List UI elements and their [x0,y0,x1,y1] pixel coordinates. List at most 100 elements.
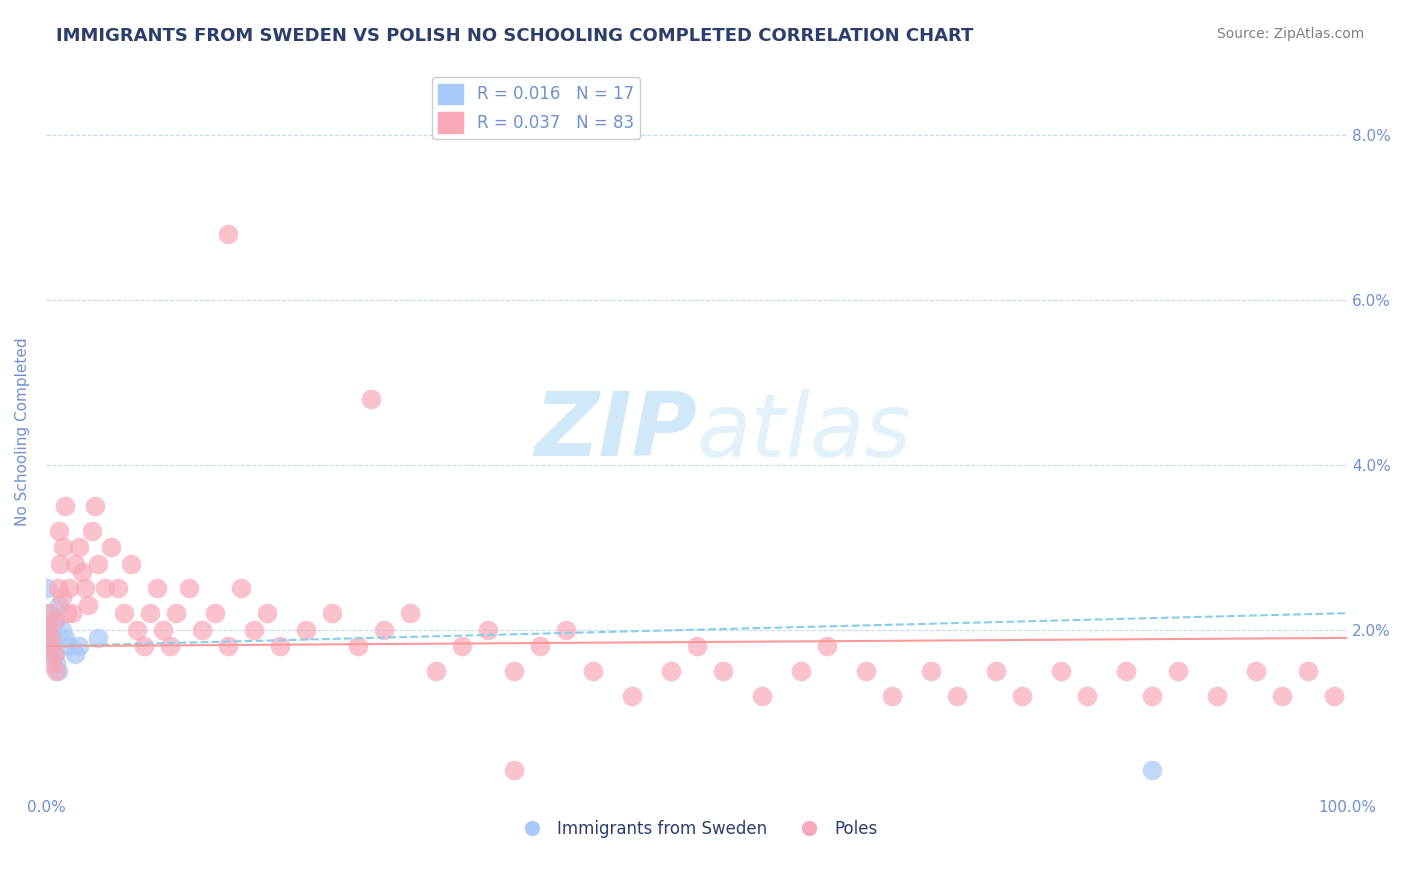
Point [132,639,155,653]
Point [581,664,603,678]
Point [1167,664,1189,678]
Point [555,623,578,637]
Point [751,689,773,703]
Point [1323,689,1346,703]
Point [44,615,66,629]
Point [399,606,422,620]
Point [46,664,69,678]
Y-axis label: No Schooling Completed: No Schooling Completed [15,337,30,526]
Point [120,557,142,571]
Point [321,606,343,620]
Point [55,631,77,645]
Point [107,582,129,596]
Point [269,639,291,653]
Point [87,557,110,571]
Point [63,557,86,571]
Point [984,664,1007,678]
Point [159,639,181,653]
Point [503,763,526,777]
Point [45,664,67,678]
Point [360,392,382,406]
Point [620,689,643,703]
Point [711,664,734,678]
Point [529,639,551,653]
Point [38,606,60,620]
Point [37,623,59,637]
Point [38,631,60,645]
Point [58,639,80,653]
Point [72,565,94,579]
Point [39,631,62,645]
Point [855,664,877,678]
Point [112,606,135,620]
Point [48,598,70,612]
Point [41,639,63,653]
Point [38,639,60,653]
Point [100,540,122,554]
Point [373,623,395,637]
Point [1076,689,1098,703]
Point [87,631,110,645]
Point [139,606,162,620]
Point [76,598,98,612]
Point [125,623,148,637]
Point [63,648,86,662]
Point [46,582,69,596]
Point [41,656,63,670]
Point [217,639,239,653]
Point [39,623,62,637]
Point [67,639,90,653]
Point [920,664,942,678]
Point [1206,689,1229,703]
Point [659,664,682,678]
Point [44,648,66,662]
Point [58,582,80,596]
Point [93,582,115,596]
Point [1115,664,1137,678]
Point [45,656,67,670]
Point [84,499,107,513]
Point [347,639,370,653]
Point [165,606,187,620]
Point [51,590,73,604]
Point [815,639,838,653]
Point [42,648,65,662]
Point [1244,664,1267,678]
Point [56,606,79,620]
Point [685,639,707,653]
Point [256,606,278,620]
Point [60,606,83,620]
Point [243,623,266,637]
Point [425,664,447,678]
Point [503,664,526,678]
Point [217,227,239,241]
Point [42,615,65,629]
Point [1011,689,1033,703]
Point [231,582,253,596]
Point [946,689,969,703]
Point [295,623,318,637]
Legend: Immigrants from Sweden, Poles: Immigrants from Sweden, Poles [509,814,884,845]
Point [1140,689,1163,703]
Point [790,664,813,678]
Point [204,606,226,620]
Point [152,623,174,637]
Point [1050,664,1073,678]
Point [80,524,103,538]
Point [477,623,499,637]
Point [48,524,70,538]
Point [37,582,59,596]
Point [73,582,96,596]
Point [880,689,903,703]
Point [191,623,214,637]
Point [51,623,73,637]
Point [1271,689,1294,703]
Text: atlas: atlas [696,389,911,475]
Text: IMMIGRANTS FROM SWEDEN VS POLISH NO SCHOOLING COMPLETED CORRELATION CHART: IMMIGRANTS FROM SWEDEN VS POLISH NO SCHO… [56,27,973,45]
Point [38,606,60,620]
Point [52,540,75,554]
Point [179,582,201,596]
Point [451,639,474,653]
Point [67,540,90,554]
Point [49,557,72,571]
